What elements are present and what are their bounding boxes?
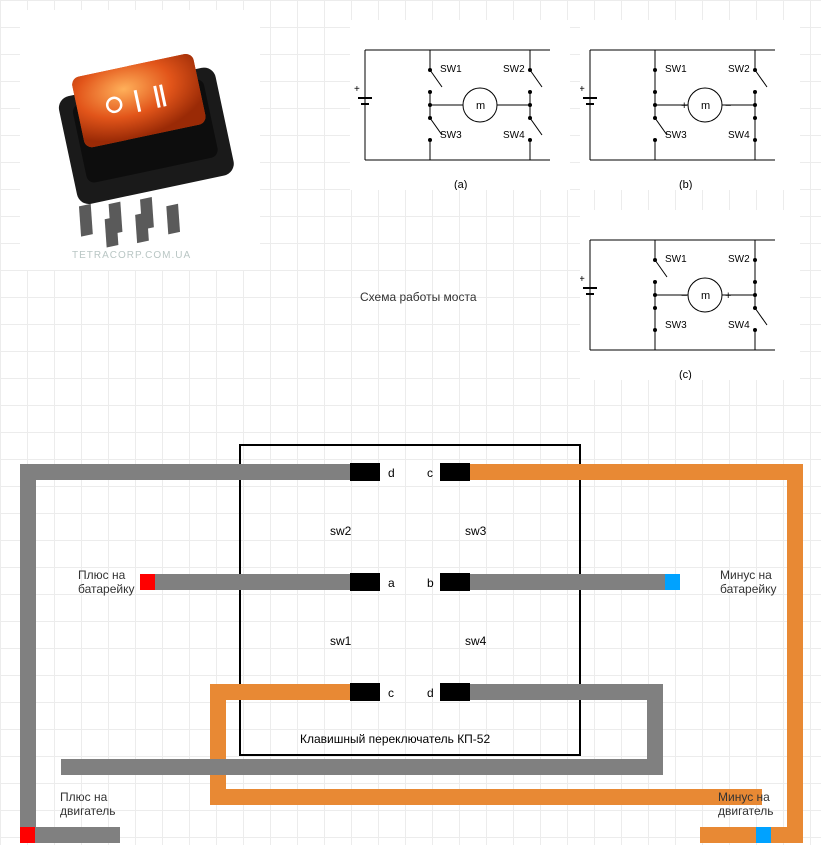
svg-text:SW1: SW1 <box>665 64 687 75</box>
svg-text:(b): (b) <box>679 179 692 190</box>
term-plus-batt <box>140 574 155 590</box>
svg-text:SW4: SW4 <box>503 130 525 141</box>
svg-text:m: m <box>701 100 710 112</box>
term-minus-motor <box>756 827 771 843</box>
svg-text:m: m <box>476 100 485 112</box>
svg-text:(c): (c) <box>679 369 692 380</box>
svg-text:d: d <box>388 466 395 480</box>
bridge-diagram-b: + m + − SW1 SW2 SW3 SW4 ( <box>580 20 800 190</box>
bridge-diagram-c: + m − + SW1 SW2 SW3 SW4 (c) <box>580 210 800 380</box>
svg-text:SW2: SW2 <box>503 64 525 75</box>
watermark: TETRACORP.COM.UA <box>72 250 191 261</box>
bridge-diagram-a: + m <box>350 20 570 190</box>
svg-text:SW3: SW3 <box>665 320 687 331</box>
svg-text:SW2: SW2 <box>728 64 750 75</box>
wiring-diagram: d c a b c d sw2 sw3 sw1 sw4 Клавишный пе… <box>0 405 821 845</box>
svg-text:−: − <box>681 290 687 302</box>
svg-text:c: c <box>427 466 433 480</box>
svg-text:+: + <box>354 84 360 95</box>
svg-text:SW3: SW3 <box>440 130 462 141</box>
term-plus-motor <box>20 827 35 843</box>
svg-text:SW3: SW3 <box>665 130 687 141</box>
term-minus-batt <box>665 574 680 590</box>
label-minus-batt: Минус на батарейку <box>720 568 776 596</box>
svg-text:c: c <box>388 686 394 700</box>
svg-text:sw2: sw2 <box>330 524 352 538</box>
svg-text:sw3: sw3 <box>465 524 487 538</box>
svg-text:SW4: SW4 <box>728 320 750 331</box>
svg-text:+: + <box>580 84 585 95</box>
svg-text:−: − <box>725 100 731 112</box>
svg-text:SW1: SW1 <box>665 254 687 265</box>
svg-text:a: a <box>388 576 395 590</box>
bridge-caption: Схема работы моста <box>360 290 477 304</box>
svg-text:m: m <box>701 290 710 302</box>
label-plus-batt: Плюс на батарейку <box>78 568 134 596</box>
svg-text:SW2: SW2 <box>728 254 750 265</box>
svg-text:+: + <box>725 290 731 302</box>
svg-text:sw1: sw1 <box>330 634 352 648</box>
svg-text:SW1: SW1 <box>440 64 462 75</box>
rocker-switch-photo: TETRACORP.COM.UA <box>20 10 260 270</box>
svg-text:+: + <box>580 274 585 285</box>
svg-text:(a): (a) <box>454 179 467 190</box>
svg-text:sw4: sw4 <box>465 634 487 648</box>
canvas: TETRACORP.COM.UA + <box>0 0 821 845</box>
svg-text:SW4: SW4 <box>728 130 750 141</box>
label-plus-motor: Плюс на двигатель <box>60 790 116 818</box>
svg-text:d: d <box>427 686 434 700</box>
label-minus-motor: Минус на двигатель <box>718 790 774 818</box>
svg-text:+: + <box>681 100 687 112</box>
svg-text:b: b <box>427 576 434 590</box>
svg-text:Клавишный переключатель КП-52: Клавишный переключатель КП-52 <box>300 732 490 746</box>
